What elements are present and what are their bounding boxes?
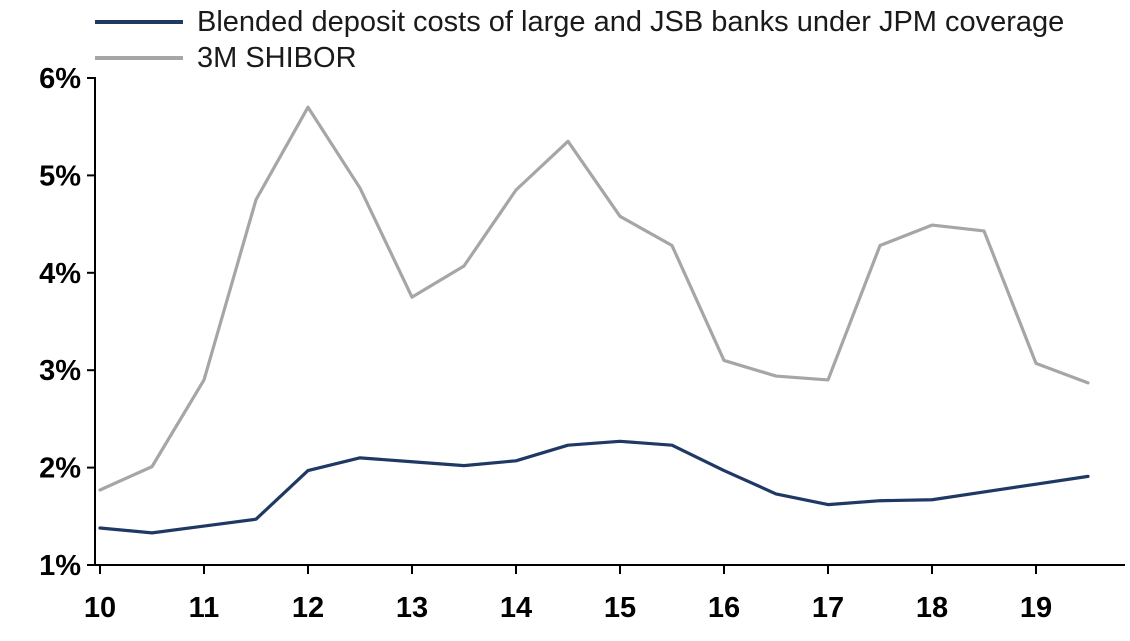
series-line-shibor bbox=[98, 105, 1090, 492]
x-tick-label: 19 bbox=[1020, 592, 1052, 624]
y-tick-label: 6% bbox=[39, 63, 81, 95]
legend-label-shibor: 3M SHIBOR bbox=[197, 41, 357, 74]
y-tick-label: 4% bbox=[39, 258, 81, 290]
y-tick-label: 2% bbox=[39, 453, 81, 485]
legend-item-deposit-costs: Blended deposit costs of large and JSB b… bbox=[95, 4, 1064, 40]
chart-legend: Blended deposit costs of large and JSB b… bbox=[95, 4, 1064, 76]
x-tick-label: 11 bbox=[189, 592, 220, 624]
x-tick-label: 13 bbox=[396, 592, 428, 624]
legend-label-deposit-costs: Blended deposit costs of large and JSB b… bbox=[197, 5, 1065, 38]
x-tick-label: 16 bbox=[708, 592, 740, 624]
y-tick-label: 3% bbox=[39, 355, 81, 387]
legend-line-swatch-deposit-costs bbox=[95, 20, 183, 24]
x-tick-label: 12 bbox=[292, 592, 324, 624]
x-tick-label: 18 bbox=[916, 592, 948, 624]
series-line-deposit-costs bbox=[98, 439, 1090, 535]
legend-item-shibor: 3M SHIBOR bbox=[95, 40, 1064, 76]
x-tick-label: 15 bbox=[604, 592, 636, 624]
x-tick-label: 10 bbox=[84, 592, 116, 624]
x-tick-label: 17 bbox=[812, 592, 844, 624]
x-tick-label: 14 bbox=[500, 592, 532, 624]
legend-line-swatch-shibor bbox=[95, 56, 183, 60]
y-tick-label: 1% bbox=[39, 550, 81, 582]
y-tick-label: 5% bbox=[39, 160, 81, 192]
